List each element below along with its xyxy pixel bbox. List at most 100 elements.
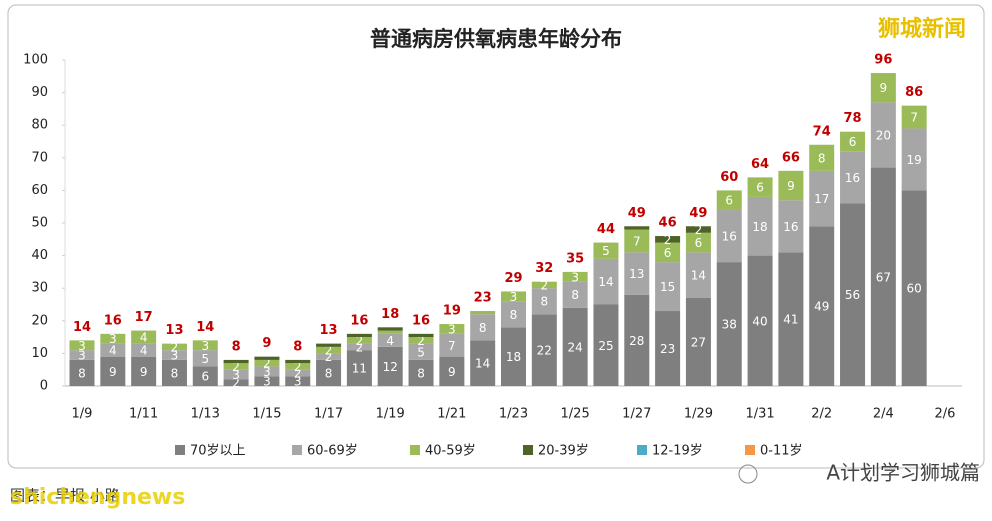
segment-label: 3 xyxy=(294,375,302,389)
segment-label: 2 xyxy=(232,376,240,390)
bar-segment xyxy=(747,255,773,386)
chart-title: 普通病房供氧病患年龄分布 xyxy=(370,27,622,51)
bar-segment xyxy=(69,340,95,351)
total-label: 17 xyxy=(135,310,153,325)
total-label: 44 xyxy=(597,222,615,237)
segment-label: 8 xyxy=(510,308,518,322)
legend-swatch xyxy=(292,445,302,455)
credit: 图表：早报 小路 xyxy=(10,487,120,505)
bar-segment xyxy=(285,376,311,386)
bar-segment xyxy=(593,242,619,259)
bar-segment xyxy=(562,307,588,386)
segment-label: 18 xyxy=(752,220,767,234)
bar-segment xyxy=(593,304,619,386)
segment-label: 7 xyxy=(633,234,641,248)
bar-segment xyxy=(439,333,465,357)
account-name: A计划学习狮城篇 xyxy=(826,461,980,485)
bar-segment xyxy=(840,131,866,152)
total-label: 23 xyxy=(474,291,492,306)
bar-segment xyxy=(501,301,526,328)
y-tick-label: 100 xyxy=(23,53,48,68)
segment-label: 6 xyxy=(849,135,857,149)
bar-segment xyxy=(100,333,126,344)
legend-label: 40-59岁 xyxy=(425,444,476,459)
watermark: shichengnews xyxy=(10,485,185,510)
total-label: 32 xyxy=(535,261,553,276)
total-label: 86 xyxy=(905,85,923,100)
total-label: 16 xyxy=(104,313,122,328)
x-tick-label: 1/29 xyxy=(684,407,713,422)
bar-segment xyxy=(501,291,526,302)
bar-segment xyxy=(685,252,711,298)
segment-label: 2 xyxy=(325,344,333,358)
bar-segment xyxy=(870,102,896,168)
total-label: 13 xyxy=(165,323,183,338)
watermark: 狮城新闻 xyxy=(878,16,966,42)
bar-segment xyxy=(439,324,465,334)
bar-segment xyxy=(778,252,804,386)
bar-segment xyxy=(100,343,126,357)
bar-segment xyxy=(870,73,896,103)
bar-segment xyxy=(254,359,280,367)
bar-segment xyxy=(624,252,650,295)
segment-label: 8 xyxy=(171,366,179,380)
legend-swatch xyxy=(175,445,185,455)
segment-label: 9 xyxy=(140,365,148,379)
segment-label: 15 xyxy=(660,280,675,294)
segment-label: 3 xyxy=(171,349,179,363)
total-label: 13 xyxy=(320,323,338,338)
segment-label: 4 xyxy=(140,344,148,358)
segment-label: 28 xyxy=(629,334,644,348)
segment-label: 6 xyxy=(201,370,209,384)
segment-label: 14 xyxy=(691,269,706,283)
bar-segment xyxy=(192,340,218,351)
bar-segment xyxy=(346,333,372,338)
segment-label: 2 xyxy=(325,350,333,364)
segment-label: 3 xyxy=(78,349,86,363)
segment-label: 8 xyxy=(325,366,333,380)
bar-segment xyxy=(408,359,434,386)
bar-segment xyxy=(254,356,280,360)
segment-label: 11 xyxy=(352,362,367,376)
legend-swatch xyxy=(410,445,420,455)
segment-label: 24 xyxy=(568,340,583,354)
bar-segment xyxy=(223,379,249,386)
y-tick-label: 20 xyxy=(31,313,48,328)
bar-segment xyxy=(562,281,588,308)
x-tick-label: 1/25 xyxy=(561,407,590,422)
segment-label: 56 xyxy=(845,288,860,302)
total-label: 49 xyxy=(628,206,646,221)
segment-label: 6 xyxy=(725,194,733,208)
y-tick-label: 90 xyxy=(31,85,48,100)
segment-label: 3 xyxy=(232,368,240,382)
segment-label: 38 xyxy=(722,318,737,332)
segment-label: 6 xyxy=(756,181,764,195)
bar-segment xyxy=(716,190,742,210)
bar-segment xyxy=(285,369,311,377)
x-tick-label: 1/19 xyxy=(376,407,405,422)
bar-segment xyxy=(870,167,896,386)
x-tick-label: 1/15 xyxy=(252,407,281,422)
segment-label: 2 xyxy=(294,366,302,380)
total-label: 14 xyxy=(73,320,91,335)
x-tick-label: 1/13 xyxy=(191,407,220,422)
segment-label: 3 xyxy=(510,290,518,304)
x-tick-label: 1/31 xyxy=(745,407,774,422)
y-tick-label: 0 xyxy=(40,379,48,394)
bar-segment xyxy=(470,340,496,386)
segment-label: 5 xyxy=(602,244,610,258)
bar-segment xyxy=(223,359,249,364)
bar-segment xyxy=(131,356,157,386)
y-tick-label: 10 xyxy=(31,346,48,361)
segment-label: 8 xyxy=(818,151,826,165)
segment-label: 67 xyxy=(876,270,891,284)
segment-label: 4 xyxy=(386,334,394,348)
bar-segment xyxy=(346,343,372,351)
segment-label: 22 xyxy=(537,344,552,358)
segment-label: 4 xyxy=(140,331,148,345)
y-tick-label: 80 xyxy=(31,118,48,133)
total-label: 18 xyxy=(381,307,399,322)
segment-label: 2 xyxy=(356,334,364,348)
segment-label: 16 xyxy=(783,220,798,234)
legend-swatch xyxy=(523,445,533,455)
